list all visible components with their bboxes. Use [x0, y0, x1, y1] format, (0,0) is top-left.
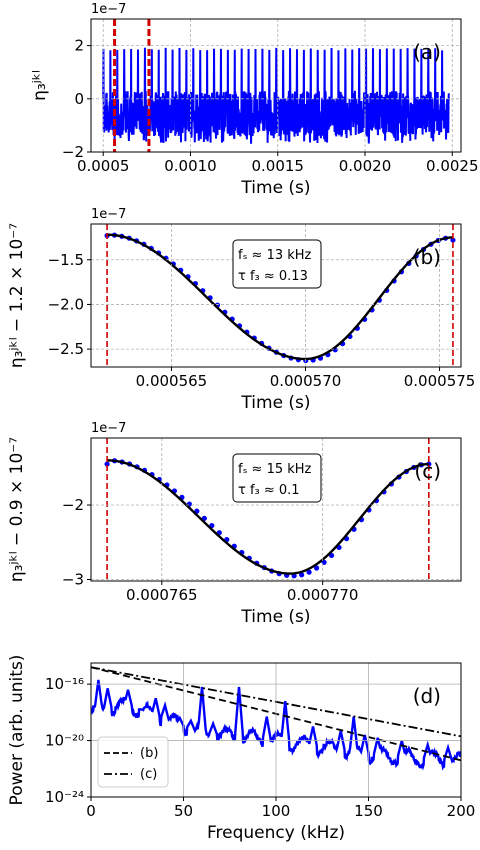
x-tick-label: 0	[86, 802, 96, 820]
plot-area	[104, 438, 432, 581]
offset-text: 1e−7	[91, 2, 126, 17]
panel-label: (a)	[413, 40, 441, 64]
legend-label: (c)	[140, 767, 157, 782]
data-point	[450, 237, 456, 243]
data-point	[313, 565, 320, 571]
data-point	[299, 572, 305, 578]
panel-a: 0.0005 0.0010 0.0015 0.0020 0.0025 −2 0 2 Time (…	[30, 2, 479, 198]
offset-text: 1e−7	[91, 207, 126, 222]
x-tick-label: 150	[354, 802, 383, 820]
annotation-line: τ f₃ ≈ 0.13	[238, 269, 308, 284]
annotation-line: τ f₃ ≈ 0.1	[238, 483, 300, 498]
axes-frame	[90, 223, 462, 368]
x-tick-label: 100	[262, 802, 291, 820]
x-axis-label: Time (s)	[240, 607, 310, 627]
x-axis-label: Time (s)	[240, 393, 310, 413]
x-tick-label: 0.000770	[287, 586, 359, 604]
plot-area	[104, 224, 456, 367]
y-tick-label: −2	[62, 496, 84, 514]
annotation-box	[232, 453, 322, 503]
panel-label: (c)	[414, 459, 441, 483]
panel-d: (b) (c) 0 50 100 150 200 10⁻²⁴ 10⁻²⁰ 10⁻¹⁶ Frequen…	[7, 655, 475, 843]
panel-b: fₛ ≈ 13 kHz τ f₃ ≈ 0.13 0.000565 0.000570 0.…	[7, 207, 475, 413]
data-point	[104, 461, 110, 467]
annotation-line: fₛ ≈ 13 kHz	[238, 248, 312, 263]
annotation-line: fₛ ≈ 15 kHz	[238, 462, 312, 477]
y-tick-label: 10⁻²⁰	[45, 732, 84, 750]
x-tick-label: 0.0020	[339, 157, 392, 175]
y-tick-label: 10⁻²⁴	[45, 788, 84, 806]
panel-label: (b)	[413, 245, 441, 269]
y-tick-label: −2.5	[48, 340, 84, 358]
x-axis-label: Frequency (kHz)	[207, 823, 345, 843]
x-tick-label: 0.0015	[251, 157, 304, 175]
y-axis-label: η₃ʲᵏˡ − 1.2 × 10⁻⁷	[7, 223, 27, 368]
y-tick-label: 10⁻¹⁶	[45, 675, 84, 693]
y-axis-label: η₃ʲᵏˡ − 0.9 × 10⁻⁷	[7, 437, 27, 582]
x-tick-label: 0.000765	[126, 586, 198, 604]
y-tick-label: 2	[74, 37, 84, 55]
fit-curve	[107, 233, 453, 361]
legend-label: (b)	[140, 746, 158, 761]
y-tick-label: −1.5	[48, 251, 84, 269]
panel-label: (d)	[413, 684, 441, 708]
x-tick-label: 0.0010	[164, 157, 217, 175]
axes-frame	[90, 437, 462, 582]
y-axis-label: Power (arb. units)	[7, 655, 27, 806]
x-tick-label: 0.000565	[136, 372, 208, 390]
plot-area	[102, 19, 450, 152]
panel-c: fₛ ≈ 15 kHz τ f₃ ≈ 0.1 0.000765 0.000770 −3 −…	[7, 421, 462, 627]
data-point	[306, 569, 312, 575]
signal-line	[102, 47, 450, 144]
legend-box	[97, 736, 169, 788]
offset-text: 1e−7	[91, 421, 126, 436]
fit-curve	[107, 459, 429, 575]
x-tick-label: 200	[447, 802, 476, 820]
y-tick-label: −3	[62, 571, 84, 589]
x-tick-label: 0.000570	[270, 372, 342, 390]
x-tick-label: 50	[174, 802, 193, 820]
y-tick-label: −2	[62, 143, 84, 161]
axes-frame	[90, 18, 462, 153]
annotation-box	[232, 239, 322, 289]
y-tick-label: 0	[74, 90, 84, 108]
x-tick-label: 0.000575	[404, 372, 476, 390]
x-tick-label: 0.0005	[77, 157, 130, 175]
y-axis-label: η₃ʲᵏˡ	[30, 70, 50, 101]
x-tick-label: 0.0025	[426, 157, 479, 175]
x-axis-label: Time (s)	[240, 178, 310, 198]
y-tick-label: −2.0	[48, 295, 84, 313]
